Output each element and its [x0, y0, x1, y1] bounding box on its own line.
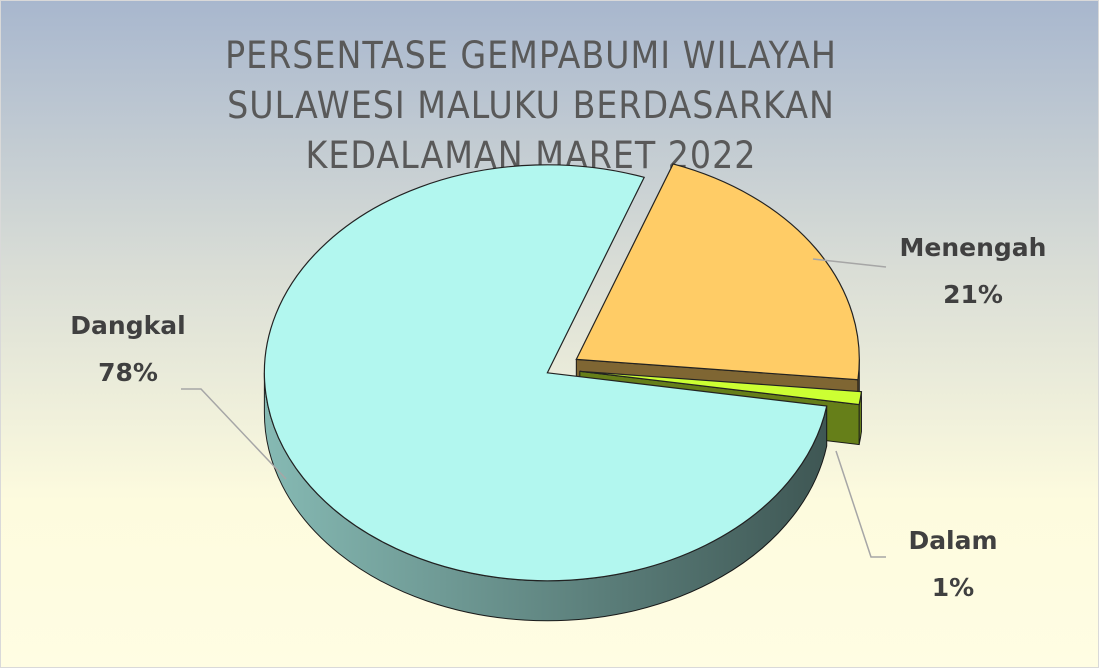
leader-line — [812, 258, 887, 268]
data-label-category: Menengah — [900, 233, 1047, 262]
data-label-category: Dalam — [908, 526, 997, 555]
slice-side-shade — [264, 372, 827, 621]
data-label-value: 78% — [98, 358, 158, 387]
chart-title: PERSENTASE GEMPABUMI WILAYAH SULAWESI MA… — [225, 34, 837, 177]
slice — [575, 163, 860, 381]
slice-side-shade — [859, 391, 862, 445]
data-label-value: 1% — [932, 573, 974, 602]
leader-line — [181, 388, 287, 480]
leader-line — [835, 450, 886, 558]
slice — [579, 370, 863, 406]
data-label-value: 21% — [943, 280, 1003, 309]
slice — [263, 164, 828, 582]
data-label-category: Dangkal — [70, 311, 185, 340]
